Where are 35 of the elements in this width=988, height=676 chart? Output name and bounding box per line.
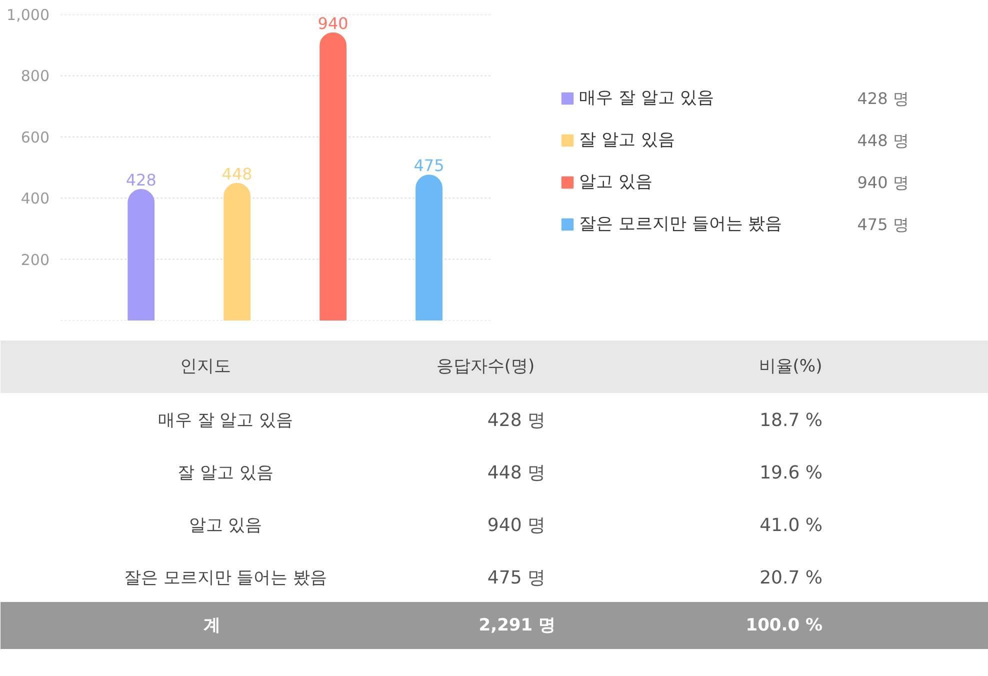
text: 475 명 <box>857 215 909 234</box>
data-label: 428 <box>126 170 156 190</box>
text: 475 명 <box>487 568 546 588</box>
data-label: 940 <box>318 14 348 33</box>
text: 20.7 % <box>760 568 823 588</box>
text: 2,291 명 <box>478 616 556 636</box>
data-label: 475 <box>414 156 444 176</box>
y-tick-label: 600 <box>20 128 50 146</box>
text: 428 명 <box>857 89 909 108</box>
data-label: 448 <box>222 164 252 184</box>
y-tick-label: 400 <box>20 190 50 208</box>
legend-label: 매우 잘 알고 있음 <box>579 87 714 109</box>
legend-label: 알고 있음 <box>579 171 652 193</box>
text: 428 명 <box>487 410 546 431</box>
text: 알고 있음 <box>188 516 262 536</box>
y-tick-label: 800 <box>20 67 50 86</box>
text: 계 <box>204 616 220 636</box>
text: 100.0 % <box>746 616 823 636</box>
text: 448 명 <box>857 131 909 150</box>
text: 인지도 <box>180 356 231 376</box>
text: 940 명 <box>487 515 546 536</box>
text: 잘 알고 있음 <box>178 463 274 483</box>
text: 18.7 % <box>760 410 823 431</box>
text: 448 명 <box>487 462 546 484</box>
text: 매우 잘 알고 있음 <box>158 410 294 430</box>
text: 940 명 <box>857 173 909 192</box>
text: 19.6 % <box>760 462 823 484</box>
text: 비율(%) <box>758 356 822 376</box>
text: 41.0 % <box>760 515 823 536</box>
text: 잘은 모르지만 들어는 봤음 <box>124 568 328 588</box>
legend-label: 잘 알고 있음 <box>579 129 675 151</box>
text: 응답자수(명) <box>436 356 535 376</box>
legend-label: 잘은 모르지만 들어는 봤음 <box>579 213 782 235</box>
y-tick-label: 1,000 <box>6 6 50 24</box>
y-tick-label: 200 <box>20 250 50 269</box>
